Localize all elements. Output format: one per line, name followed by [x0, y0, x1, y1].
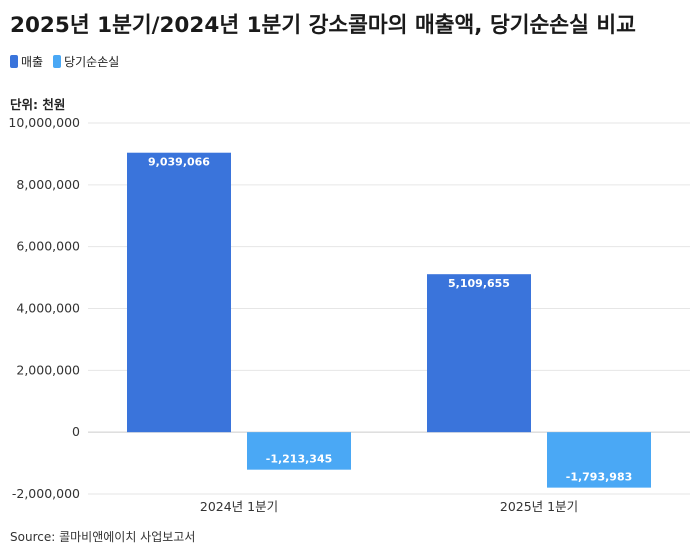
- x-tick-label: 2025년 1분기: [500, 499, 578, 514]
- x-tick-label: 2024년 1분기: [200, 499, 278, 514]
- legend-label-revenue: 매출: [21, 55, 44, 69]
- legend-swatch-revenue: [10, 55, 18, 68]
- bar-net-loss: [247, 432, 351, 470]
- data-label-revenue: 9,039,066: [148, 156, 210, 169]
- bar-net-loss: [547, 432, 651, 488]
- chart-title: 2025년 1분기/2024년 1분기 강소콜마의 매출액, 당기순손실 비교: [10, 13, 636, 38]
- y-tick-label: 0: [72, 424, 80, 439]
- legend-label-net-loss: 당기순손실: [64, 55, 120, 69]
- y-tick-label: -2,000,000: [12, 486, 80, 501]
- bar-revenue: [127, 152, 231, 433]
- y-tick-label: 10,000,000: [8, 115, 80, 130]
- y-tick-label: 6,000,000: [16, 239, 80, 254]
- legend-swatch-net-loss: [53, 55, 62, 68]
- y-tick-label: 4,000,000: [16, 301, 80, 316]
- unit-label: 단위: 천원: [10, 97, 66, 112]
- data-label-revenue: 5,109,655: [448, 277, 510, 290]
- source-note: Source: 콜마비앤에이치 사업보고서: [10, 530, 196, 544]
- y-tick-label: 2,000,000: [16, 362, 80, 377]
- data-label-net-loss: -1,793,983: [566, 471, 633, 484]
- legend-item-net-loss[interactable]: 당기순손실: [53, 53, 119, 70]
- bar-revenue: [427, 274, 531, 433]
- legend: 매출 당기순손실: [10, 53, 129, 70]
- y-tick-label: 8,000,000: [16, 177, 80, 192]
- data-label-net-loss: -1,213,345: [266, 453, 333, 466]
- legend-item-revenue[interactable]: 매출: [10, 53, 43, 70]
